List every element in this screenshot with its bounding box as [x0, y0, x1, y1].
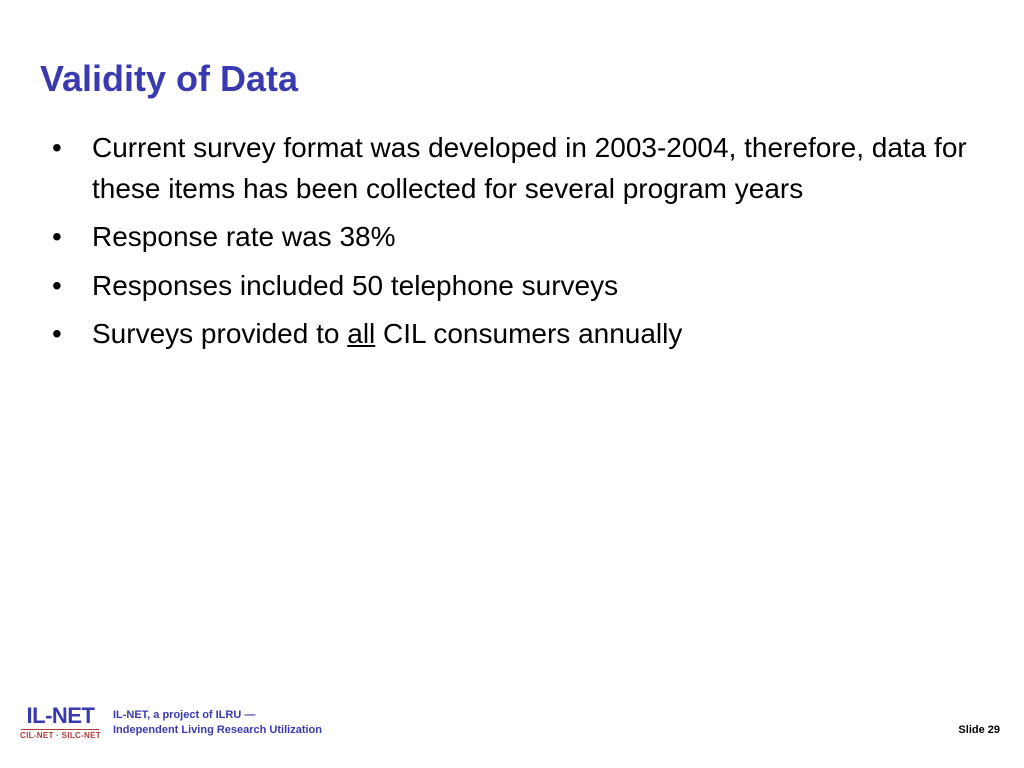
ilnet-logo: IL-NET CIL-NET · SILC-NET [20, 705, 101, 740]
bullet-item: Response rate was 38% [40, 217, 984, 258]
footer: IL-NET CIL-NET · SILC-NET IL-NET, a proj… [20, 705, 322, 740]
logo-sub-text: CIL-NET · SILC-NET [20, 731, 101, 740]
bullet-text-underlined: all [347, 318, 375, 349]
slide-container: Validity of Data Current survey format w… [0, 0, 1024, 768]
slide-content: Current survey format was developed in 2… [40, 128, 984, 355]
bullet-text-pre: Surveys provided to [92, 318, 347, 349]
footer-caption: IL-NET, a project of ILRU — Independent … [113, 708, 322, 738]
bullet-text-post: CIL consumers annually [375, 318, 682, 349]
bullet-item: Current survey format was developed in 2… [40, 128, 984, 209]
bullet-list: Current survey format was developed in 2… [40, 128, 984, 355]
logo-main-text: IL-NET [27, 705, 95, 727]
slide-title: Validity of Data [40, 58, 984, 100]
footer-line-1: IL-NET, a project of ILRU — [113, 708, 322, 723]
footer-line-2: Independent Living Research Utilization [113, 723, 322, 738]
bullet-item: Responses included 50 telephone surveys [40, 266, 984, 307]
logo-divider [21, 729, 99, 730]
bullet-item: Surveys provided to all CIL consumers an… [40, 314, 984, 355]
slide-number: Slide 29 [958, 724, 1000, 736]
